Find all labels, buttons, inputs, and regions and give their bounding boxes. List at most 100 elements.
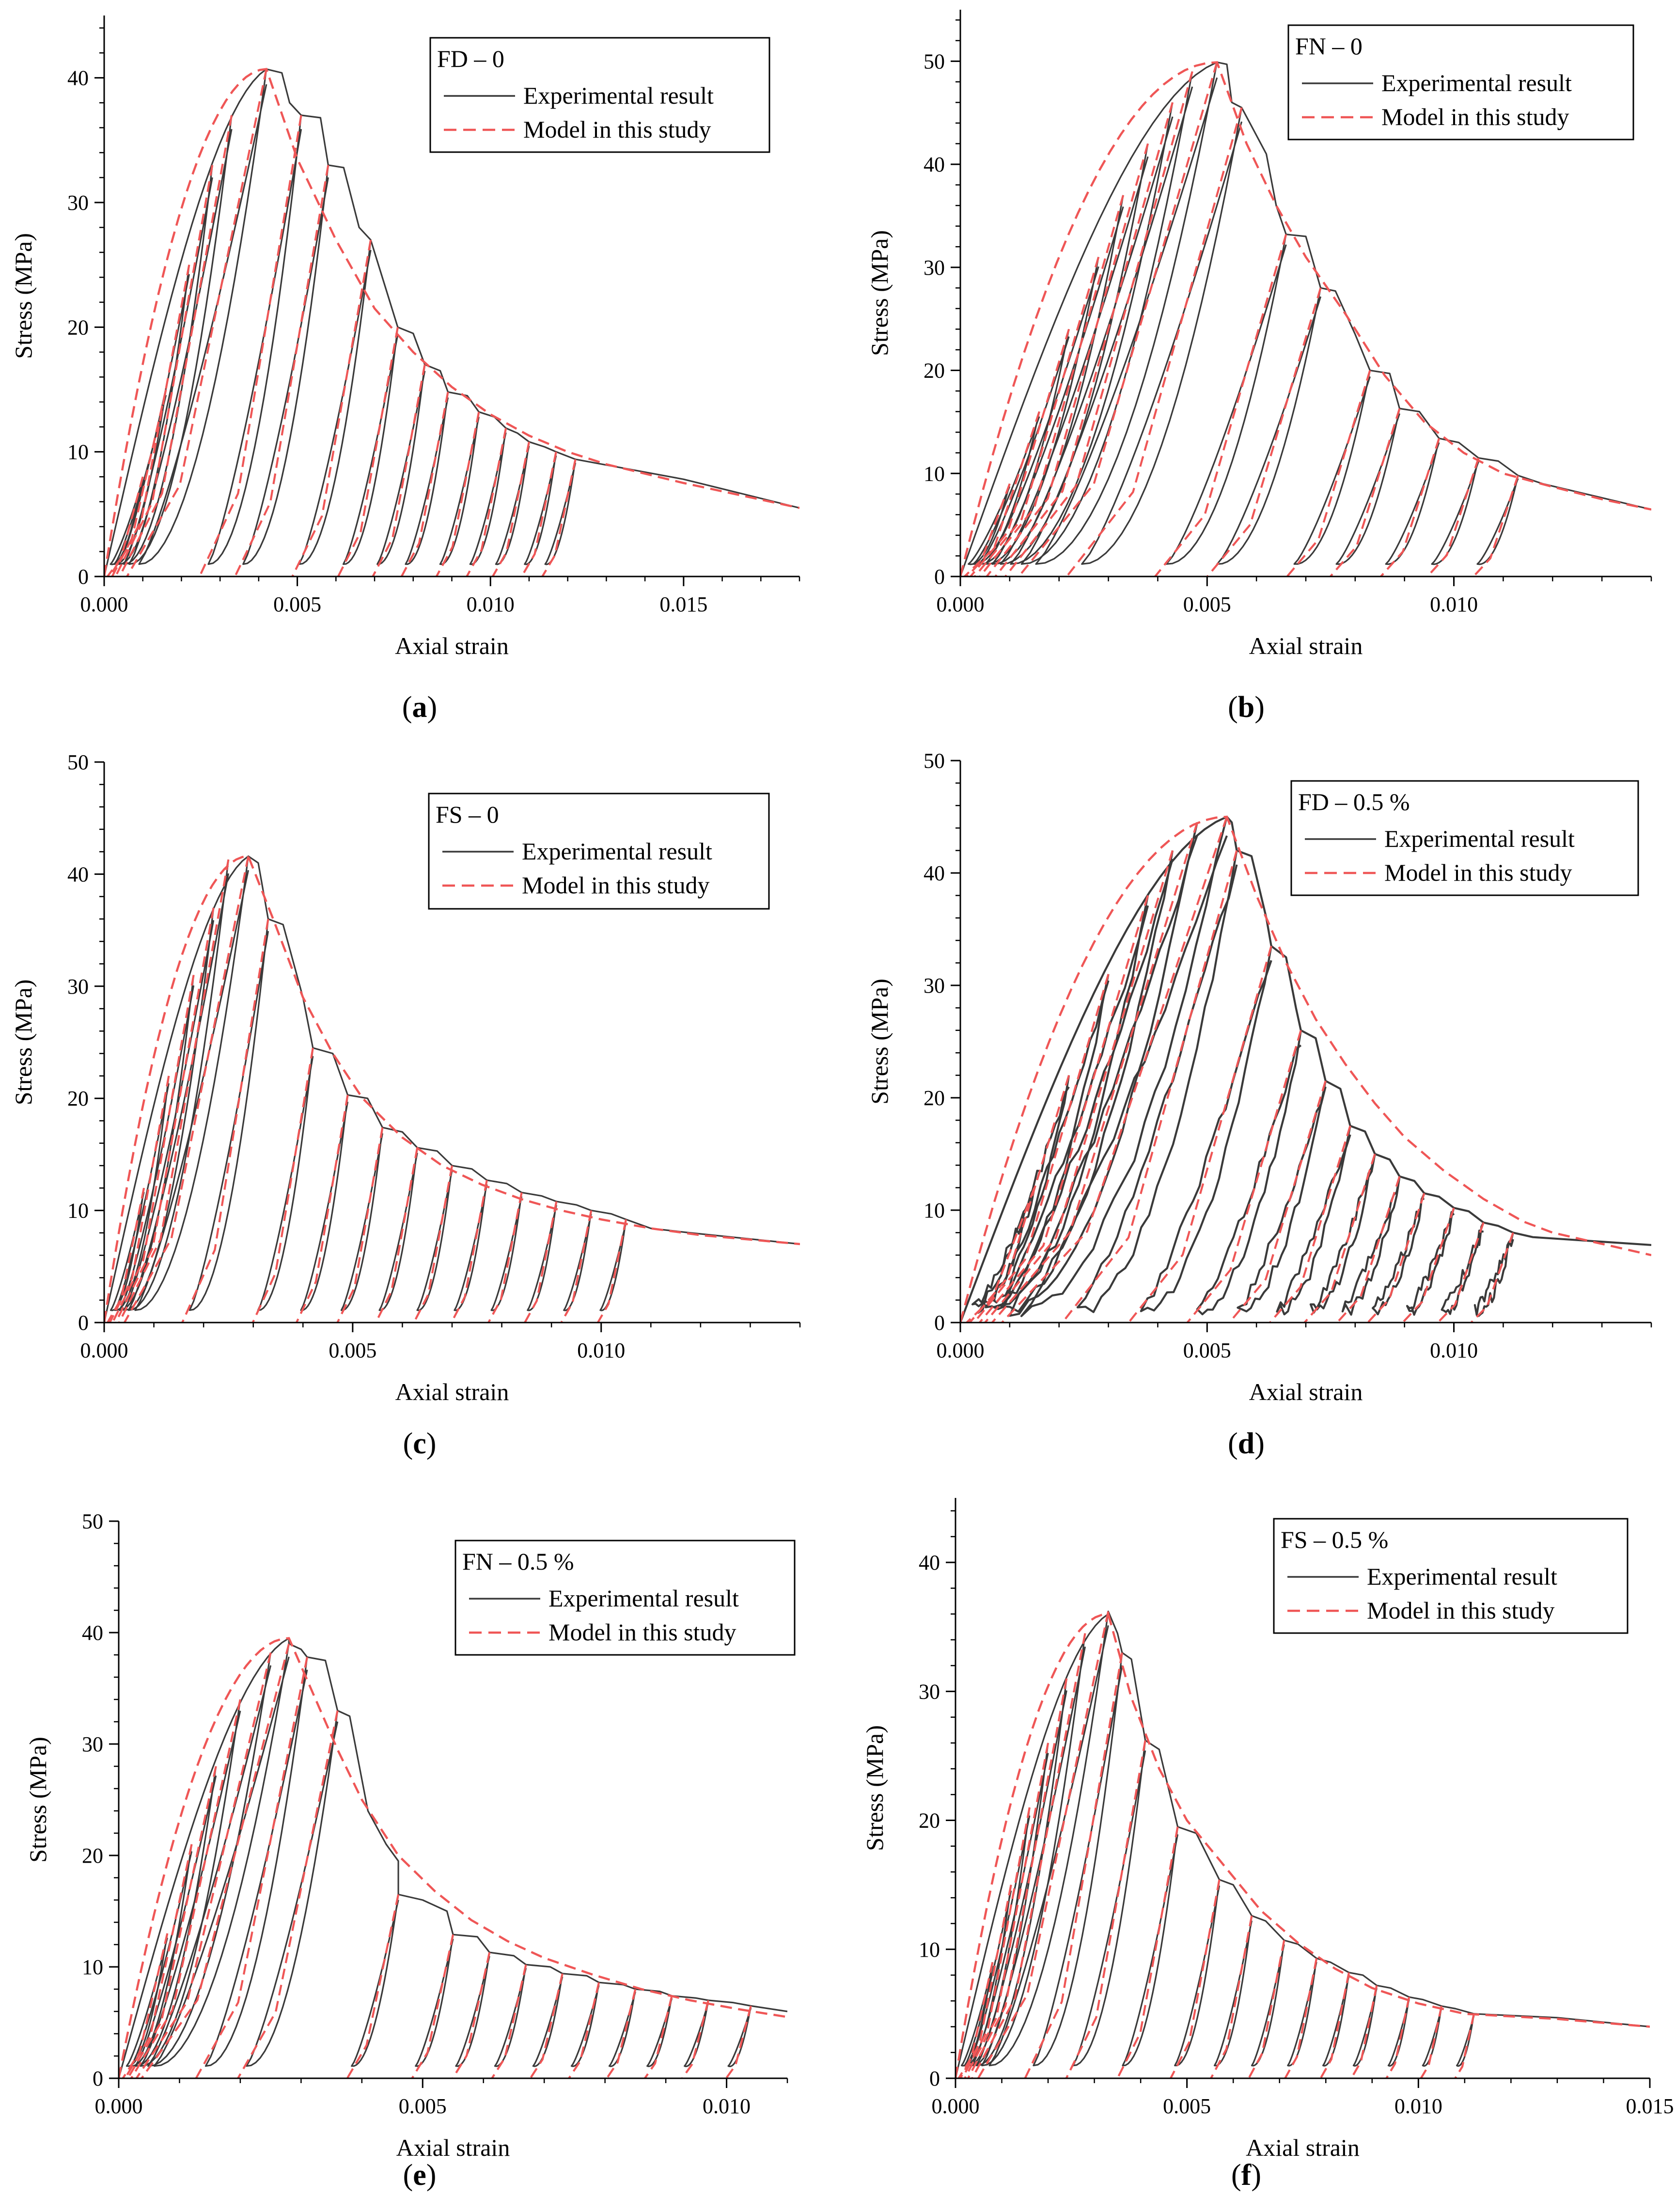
model-cycle-line	[994, 102, 1174, 576]
y-tick-label: 20	[67, 315, 89, 339]
model-cycle-line	[372, 364, 426, 576]
model-cycle-line	[141, 1643, 290, 2078]
x-tick-label: 0.015	[1626, 2094, 1674, 2118]
model-cycle-line	[979, 895, 1149, 1323]
model-cycle-line	[336, 1127, 384, 1323]
x-tick-label: 0.000	[95, 2094, 143, 2118]
legend-box	[429, 37, 770, 153]
caption-d: (d)	[1228, 1427, 1265, 1460]
model-cycle-line	[1001, 816, 1228, 1323]
model-cycle-line	[130, 1699, 241, 2078]
y-axis-title: Stress (MPa)	[866, 979, 893, 1105]
experimental-envelope-line	[119, 1637, 787, 2078]
experimental-cycle-loop	[1287, 1958, 1317, 2067]
model-cycle-line	[135, 1652, 272, 2078]
experimental-cycle-loop	[455, 1952, 490, 2067]
legend-experimental-label: Experimental result	[548, 1585, 739, 1612]
y-tick-label: 10	[82, 1955, 103, 1979]
axes: 0.000 0.005 0.010 0 10 20 30 40 50	[82, 1510, 788, 2118]
model-cycle-line	[1269, 1125, 1351, 1323]
experimental-cycle-loop	[1251, 1940, 1285, 2067]
y-tick-label: 10	[67, 1199, 89, 1223]
y-tick-label: 10	[924, 462, 945, 485]
experimental-cycle-loop	[975, 1678, 1067, 2067]
model-cycle-line	[1284, 1958, 1318, 2078]
legend-model-label: Model in this study	[548, 1619, 736, 1646]
experimental-cycle-loop	[1020, 816, 1228, 1317]
model-cycle-line	[337, 327, 399, 576]
y-tick-label: 50	[924, 49, 945, 73]
experimental-cycle-loop	[985, 974, 1110, 1310]
plot-area	[104, 855, 800, 1323]
experimental-cycle-loop	[527, 1201, 557, 1311]
experimental-cycle-loop	[1216, 288, 1322, 565]
chart-panel-d: 0.000 0.005 0.010 0 10 20 30 40 50 Axial strain St…	[866, 749, 1652, 1405]
model-cycle-line	[118, 859, 230, 1323]
axes: 0.000 0.005 0.010 0.015 0 10 20 30 40	[67, 16, 800, 616]
y-tick-label: 30	[67, 191, 89, 215]
model-cycle-line	[126, 1766, 217, 2078]
model-cycle-line	[959, 1885, 1012, 2078]
experimental-cycle-loop	[1020, 71, 1193, 565]
axes: 0.000 0.005 0.010 0 10 20 30 40 50	[67, 750, 801, 1362]
y-axis-title: Stress (MPa)	[24, 1737, 51, 1863]
y-tick-label: 40	[67, 862, 89, 886]
y-tick-label: 0	[929, 2067, 940, 2090]
series-model	[960, 61, 1651, 576]
model-cycle-line	[291, 239, 372, 576]
x-tick-label: 0.000	[932, 2094, 980, 2118]
experimental-cycle-loop	[123, 907, 215, 1311]
model-cycle-line	[1062, 850, 1238, 1323]
x-tick-label: 0.010	[1394, 2094, 1442, 2118]
y-tick-label: 20	[67, 1087, 89, 1110]
x-axis-title: Axial strain	[395, 632, 509, 659]
model-cycle-line	[971, 1633, 1086, 2078]
experimental-cycle-loop	[454, 1180, 488, 1311]
model-cycle-line	[1385, 1996, 1410, 2078]
caption-c: (c)	[403, 1427, 437, 1460]
experimental-cycle-loop	[1165, 234, 1287, 565]
experimental-cycle-loop	[376, 364, 426, 565]
experimental-envelope-line	[960, 815, 1651, 1323]
model-cycle-line	[568, 1982, 600, 2078]
model-cycle-line	[529, 1973, 564, 2078]
x-tick-label: 0.000	[937, 1339, 985, 1362]
model-cycle-line	[1210, 1916, 1253, 2078]
x-tick-label: 0.000	[937, 592, 985, 616]
y-tick-label: 40	[919, 1551, 940, 1574]
experimental-cycle-loop	[1441, 1222, 1485, 1315]
experimental-cycle-loop	[524, 452, 557, 565]
legend-title: FS – 0	[436, 801, 499, 828]
legend: FS – 0.5 % Experimental result Model in th…	[1273, 1518, 1629, 1634]
model-cycle-line	[1367, 1193, 1425, 1323]
model-cycle-line	[1319, 1972, 1350, 2078]
model-envelope-line	[104, 855, 800, 1323]
experimental-cycle-loop	[993, 895, 1149, 1308]
experimental-cycle-loop	[1033, 1652, 1123, 2067]
experimental-cycle-loop	[563, 1210, 592, 1311]
model-cycle-line	[296, 1094, 349, 1323]
experimental-cycle-loop	[340, 1127, 383, 1311]
experimental-cycle-loop	[134, 856, 250, 1311]
model-cycle-line	[111, 975, 195, 1323]
model-cycle-line	[1065, 107, 1243, 576]
legend: FD – 0.5 % Experimental result Model in th…	[1290, 780, 1639, 896]
y-tick-label: 0	[93, 2067, 103, 2090]
plot-area	[960, 815, 1651, 1323]
y-tick-label: 10	[67, 440, 89, 464]
y-tick-label: 0	[934, 565, 945, 589]
model-cycle-line	[251, 1047, 314, 1323]
experimental-cycle-loop	[207, 115, 302, 565]
axes: 0.000 0.005 0.010 0.015 0 10 20 30 40	[919, 1498, 1674, 2118]
legend-title: FD – 0	[437, 45, 504, 72]
model-cycle-line	[107, 1187, 145, 1323]
y-tick-label: 50	[67, 750, 89, 774]
experimental-cycle-loop	[1122, 1826, 1179, 2067]
plot-area	[955, 1610, 1650, 2078]
series-model	[955, 1611, 1650, 2078]
experimental-cycle-loop	[544, 459, 577, 565]
legend: FD – 0 Experimental result Model in this s…	[429, 37, 770, 153]
experimental-cycle-loop	[416, 1165, 453, 1311]
chart-panel-a: 0.000 0.005 0.010 0.015 0 10 20 30 40 Axial strai…	[10, 16, 800, 659]
experimental-cycle-loop	[646, 1995, 673, 2067]
